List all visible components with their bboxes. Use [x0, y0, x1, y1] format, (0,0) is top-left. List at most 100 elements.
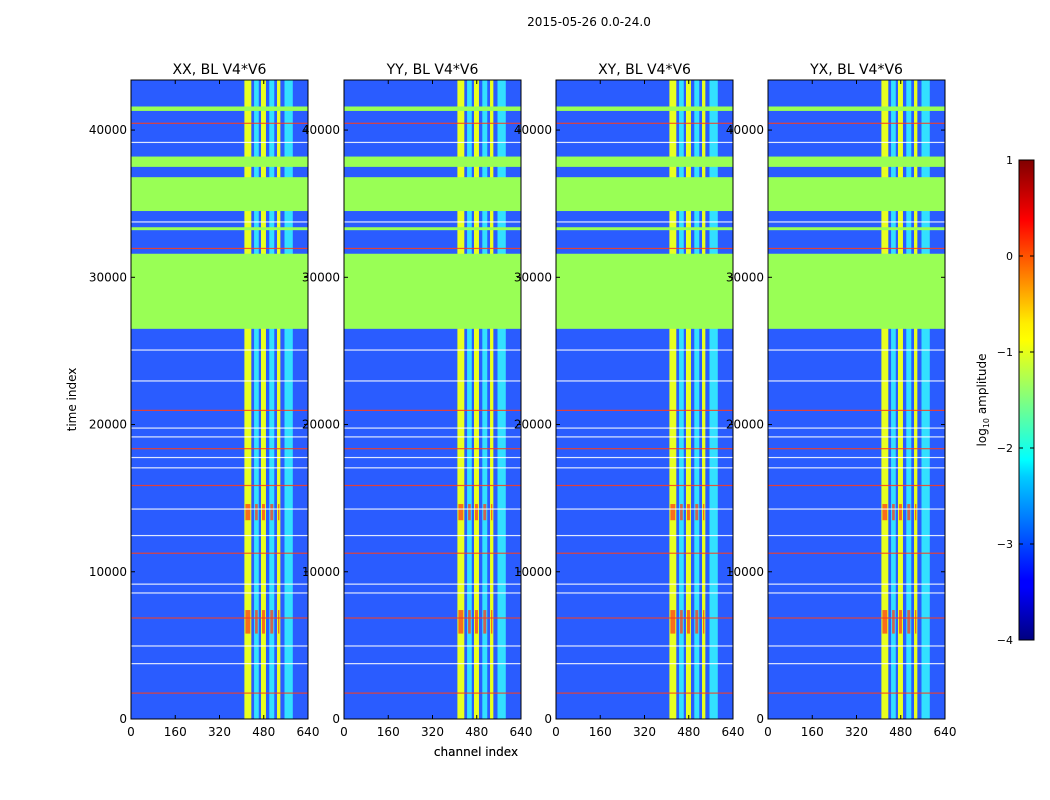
- burst: [491, 504, 493, 521]
- x-tick-label: 480: [465, 725, 488, 739]
- channel-column: [679, 80, 684, 719]
- burst: [270, 610, 274, 634]
- rfi-line: [768, 427, 945, 429]
- burst: [261, 610, 265, 634]
- channel-column: [244, 80, 252, 719]
- flagged-range: [131, 227, 308, 231]
- flagged-range: [768, 253, 945, 329]
- background: [344, 80, 521, 719]
- flagged-range: [131, 106, 308, 111]
- burst: [703, 610, 705, 634]
- burst: [907, 610, 911, 634]
- rfi-line: [131, 467, 308, 469]
- burst: [882, 504, 888, 521]
- channel-column: [457, 80, 465, 719]
- figure-title: 2015-05-26 0.0-24.0: [527, 15, 651, 29]
- rfi-line: [768, 552, 945, 554]
- x-tick-label: 0: [552, 725, 560, 739]
- burst: [278, 610, 280, 634]
- channel-column: [914, 80, 918, 719]
- rfi-line: [344, 141, 521, 144]
- rfi-line: [344, 380, 521, 382]
- colorbar: 1 0 −1 −2 −3 −4 log10 amplitude: [975, 154, 1035, 647]
- rfi-line: [556, 592, 733, 594]
- burst: [670, 504, 676, 521]
- rfi-line: [556, 448, 733, 450]
- rfi-line: [556, 409, 733, 412]
- channel-column: [702, 80, 706, 719]
- rfi-line: [131, 592, 308, 594]
- rfi-line: [131, 448, 308, 450]
- colorbar-tick-label: −1: [997, 346, 1013, 359]
- panel-4: YX, BL V4*V6 0 160 320 480 640 0 10000 20000 3000…: [726, 62, 957, 739]
- rfi-line: [768, 484, 945, 487]
- rfi-line: [768, 247, 945, 250]
- colorbar-tick-label: −3: [997, 538, 1013, 551]
- rfi-line: [344, 484, 521, 487]
- channel-column: [709, 80, 718, 719]
- y-tick-label: 0: [332, 712, 340, 726]
- rfi-line: [131, 508, 308, 510]
- rfi-line: [131, 380, 308, 382]
- rfi-line: [556, 467, 733, 469]
- flagged-range: [344, 227, 521, 231]
- x-axis-label: channel index: [434, 745, 518, 759]
- panel-3: XY, BL V4*V6 0 160 320 480 640 0 10000 20000 3000…: [514, 62, 745, 739]
- rfi-line: [768, 645, 945, 647]
- channel-column: [473, 80, 479, 719]
- burst: [915, 504, 917, 521]
- panel-1: XX, BL V4*V6 0 160 320 480 640 0 10000 20000 3000…: [65, 62, 518, 759]
- x-tick-label: 0: [127, 725, 135, 739]
- x-tick-label: 640: [722, 725, 745, 739]
- burst: [261, 504, 265, 521]
- rfi-line: [344, 508, 521, 510]
- rfi-line: [131, 427, 308, 429]
- rfi-line: [131, 663, 308, 665]
- channel-column: [921, 80, 930, 719]
- rfi-line: [131, 409, 308, 412]
- y-tick-label: 10000: [89, 565, 127, 579]
- rfi-line: [768, 617, 945, 619]
- y-tick-label: 0: [544, 712, 552, 726]
- flagged-range: [131, 253, 308, 329]
- rfi-line: [344, 456, 521, 459]
- burst: [255, 504, 258, 521]
- burst: [255, 610, 258, 634]
- burst: [680, 504, 683, 521]
- rfi-line: [768, 380, 945, 382]
- y-tick-label: 0: [119, 712, 127, 726]
- burst: [474, 610, 478, 634]
- channel-column: [881, 80, 889, 719]
- rfi-line: [344, 247, 521, 250]
- rfi-line: [131, 456, 308, 459]
- rfi-line: [344, 436, 521, 438]
- background: [131, 80, 308, 719]
- burst: [686, 610, 690, 634]
- y-tick-label: 20000: [726, 418, 764, 432]
- y-axis-label: time index: [65, 368, 79, 432]
- burst: [468, 610, 471, 634]
- burst: [907, 504, 911, 521]
- rfi-line: [131, 141, 308, 144]
- rfi-line: [768, 141, 945, 144]
- y-tick-label: 10000: [726, 565, 764, 579]
- y-tick-label: 20000: [89, 418, 127, 432]
- rfi-line: [556, 484, 733, 487]
- rfi-line: [768, 122, 945, 124]
- rfi-line: [768, 663, 945, 665]
- heatmap-body: [131, 80, 308, 719]
- heatmap-body: [344, 80, 521, 719]
- flagged-range: [344, 253, 521, 329]
- channel-column: [254, 80, 259, 719]
- flagged-range: [344, 156, 521, 167]
- rfi-line: [556, 617, 733, 619]
- flagged-range: [344, 177, 521, 212]
- rfi-line: [556, 221, 733, 223]
- burst: [898, 504, 902, 521]
- burst: [882, 610, 888, 634]
- rfi-line: [768, 448, 945, 450]
- burst: [915, 610, 917, 634]
- y-tick-label: 10000: [514, 565, 552, 579]
- rfi-line: [556, 380, 733, 382]
- rfi-line: [344, 221, 521, 223]
